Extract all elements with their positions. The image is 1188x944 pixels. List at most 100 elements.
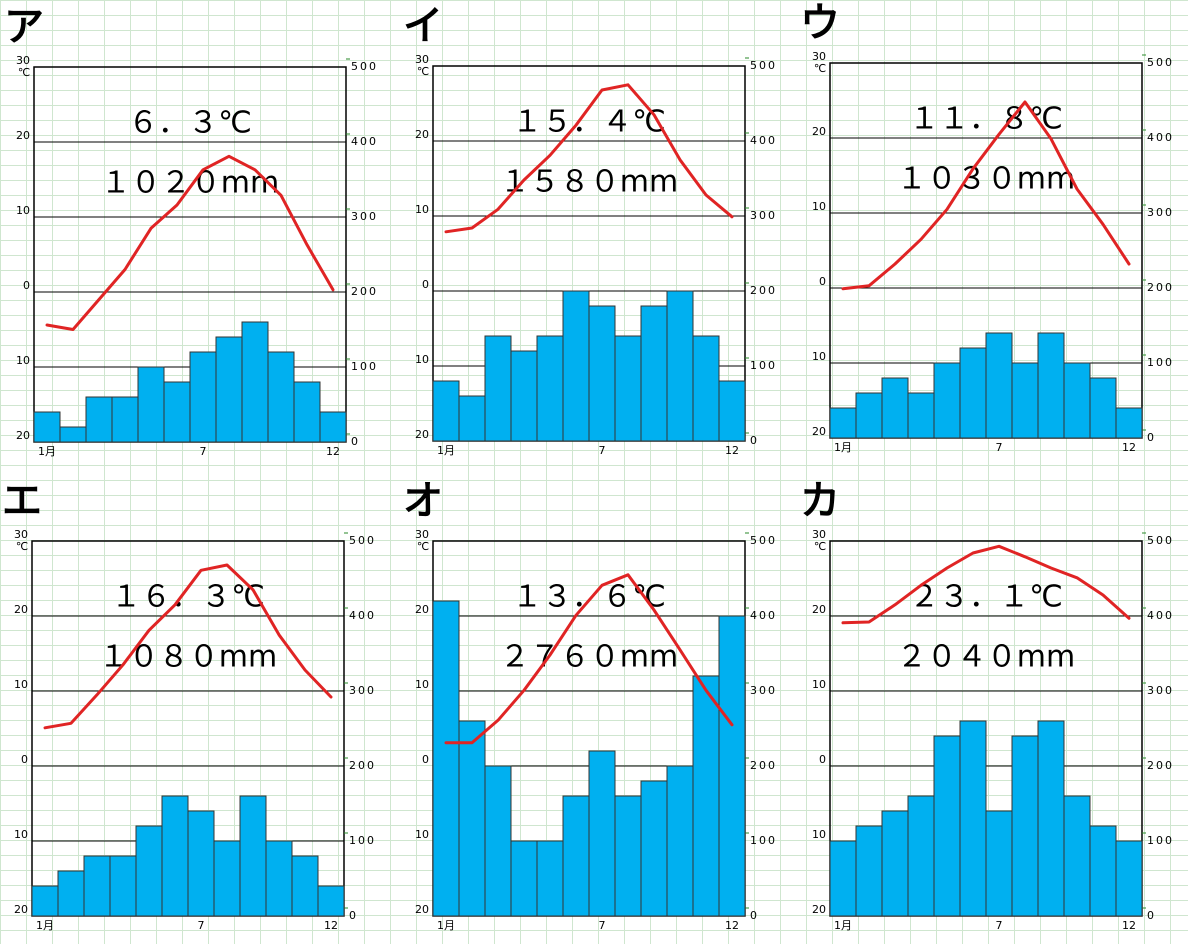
bar: [562, 290, 590, 442]
y-tick-label: 30: [415, 528, 429, 541]
bar: [829, 407, 857, 439]
bar: [458, 395, 486, 442]
bar: [267, 351, 295, 443]
y-tick-label: 0: [422, 753, 429, 766]
y2-tick-label: 200: [349, 759, 376, 772]
y2-tick-label: 400: [1147, 609, 1174, 622]
y-tick-label: 10: [16, 204, 30, 217]
y2-tick-label: 500: [351, 60, 378, 73]
chart-title: エ: [2, 478, 42, 524]
bar: [31, 885, 59, 917]
y2-tick-label: 500: [750, 59, 777, 72]
x-tick-label: 7: [599, 919, 606, 932]
bar: [1063, 362, 1091, 439]
y-tick-label: 20: [16, 429, 30, 442]
bar: [83, 855, 111, 917]
x-tick-label: 12: [725, 919, 739, 932]
bar: [319, 411, 347, 443]
annotation: １５．４℃: [512, 105, 666, 140]
annotation: １０２０mm: [101, 166, 279, 201]
bar: [881, 377, 909, 439]
bar: [718, 615, 746, 917]
temperature-line: [45, 154, 335, 331]
y-tick-label: 20: [812, 903, 826, 916]
y2-tick-label: 200: [1147, 281, 1174, 294]
y2-tick-label: 400: [351, 135, 378, 148]
annotation: １６．３℃: [111, 580, 265, 615]
y-tick-label: 20: [14, 903, 28, 916]
chart-title: ウ: [800, 0, 840, 46]
bar: [187, 810, 215, 917]
bar: [640, 780, 668, 917]
y2-tick-label: 500: [349, 534, 376, 547]
bar: [458, 720, 486, 917]
bar: [317, 885, 345, 917]
bar: [1011, 362, 1039, 439]
y-tick-label: 10: [812, 828, 826, 841]
bar: [111, 396, 139, 443]
y-tick-label: 20: [415, 428, 429, 441]
y-tick-label: 20: [16, 129, 30, 142]
bar: [959, 347, 987, 439]
bar: [907, 392, 935, 439]
chart-title: ア: [4, 4, 44, 50]
bar: [588, 305, 616, 442]
bar: [1011, 735, 1039, 917]
bar: [536, 840, 564, 917]
bar: [692, 675, 720, 917]
annotation: ６．３℃: [128, 106, 252, 141]
x-tick-label: 12: [725, 444, 739, 457]
bar: [215, 336, 243, 443]
y2-tick-label: 300: [351, 210, 378, 223]
bar: [291, 855, 319, 917]
y2-tick-label: 100: [349, 834, 376, 847]
bar: [640, 305, 668, 442]
bar: [484, 765, 512, 917]
bar: [57, 870, 85, 917]
y2-tick-label: 300: [750, 209, 777, 222]
temperature-line: [444, 83, 734, 234]
bar: [829, 840, 857, 917]
y2-tick-label: 0: [351, 435, 360, 448]
x-tick-label: 1月: [437, 444, 455, 457]
y2-tick-label: 400: [750, 134, 777, 147]
x-tick-label: 1月: [36, 919, 54, 932]
annotation: １０３０mm: [897, 162, 1075, 197]
y-tick-label: 10: [812, 678, 826, 691]
annotation: ２０４０mm: [897, 640, 1075, 675]
y-tick-label: 0: [21, 753, 28, 766]
y-tick-label: 20: [812, 603, 826, 616]
bar: [265, 840, 293, 917]
y2-tick-label: 100: [1147, 834, 1174, 847]
y-tick-label: 20: [812, 425, 826, 438]
y2-tick-label: 400: [750, 609, 777, 622]
y-tick-label: 30: [16, 54, 30, 67]
x-tick-label: 12: [1122, 441, 1136, 454]
x-tick-label: 1月: [437, 919, 455, 932]
y2-tick-label: 100: [750, 359, 777, 372]
bar: [1115, 840, 1143, 917]
bar: [985, 810, 1013, 917]
y2-tick-label: 0: [349, 909, 358, 922]
y-unit: ℃: [18, 66, 30, 79]
annotation: １１．８℃: [909, 102, 1063, 137]
annotation: １０８０mm: [99, 640, 277, 675]
y-tick-label: 10: [14, 828, 28, 841]
bar: [614, 335, 642, 442]
x-tick-label: 1月: [834, 919, 852, 932]
bar: [109, 855, 137, 917]
y-tick-label: 30: [415, 53, 429, 66]
bar: [239, 795, 267, 917]
y-unit: ℃: [16, 540, 28, 553]
bar: [85, 396, 113, 443]
y2-tick-label: 100: [1147, 356, 1174, 369]
y-tick-label: 20: [812, 125, 826, 138]
bar: [213, 840, 241, 917]
y2-tick-label: 0: [1147, 431, 1156, 444]
chart-title: イ: [403, 3, 443, 49]
bar: [510, 840, 538, 917]
x-tick-label: 7: [200, 445, 207, 458]
